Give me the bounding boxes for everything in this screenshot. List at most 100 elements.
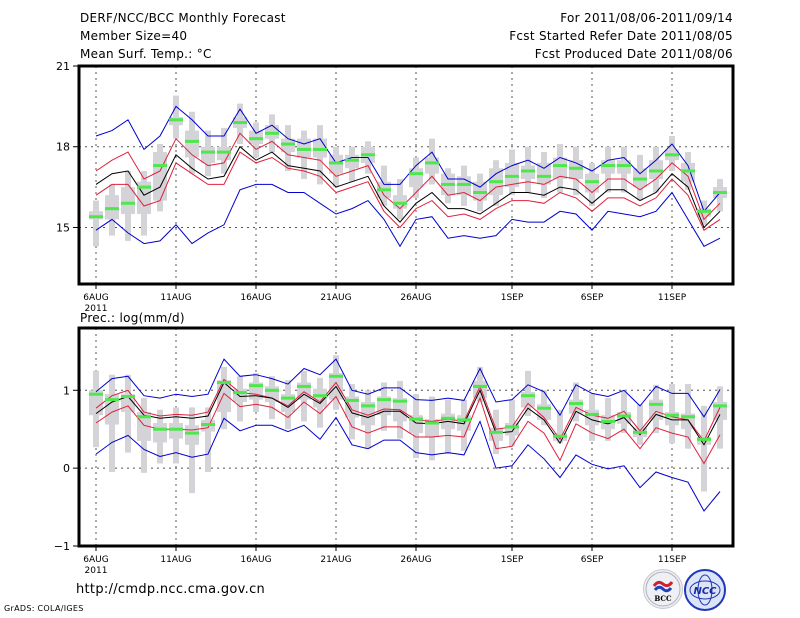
y-tick-label: 15 [56, 221, 70, 234]
median-marker [313, 394, 327, 398]
series-line-lower-inner [95, 151, 721, 231]
median-marker [441, 182, 455, 186]
median-marker [137, 415, 151, 419]
x-tick-year-label: 2011 [85, 566, 108, 576]
source-url-link[interactable]: http://cmdp.ncc.cma.gov.cn [76, 582, 266, 597]
series-line-upper-inner [95, 378, 721, 442]
box-whisker [701, 405, 707, 492]
plot-frame [77, 326, 735, 548]
box-whisker [189, 407, 195, 494]
median-marker [345, 398, 359, 402]
x-tick-label: 11SEP [658, 555, 687, 565]
box-body [89, 390, 103, 416]
median-marker [521, 394, 535, 398]
median-marker [201, 423, 215, 427]
median-marker [633, 430, 647, 434]
median-marker [377, 398, 391, 402]
median-marker [185, 431, 199, 435]
median-marker [585, 180, 599, 184]
x-tick-label: 6AUG [83, 293, 108, 303]
median-marker [329, 374, 343, 378]
x-tick-label: 1SEP [501, 555, 524, 565]
median-marker [441, 416, 455, 420]
box-body [185, 425, 199, 445]
median-marker [105, 398, 119, 402]
temperature-panel: 15 18 21 6AUG 11AUG 16AUG 21AUG 26AUG 1SEP 6SEP 11… [56, 60, 735, 314]
median-marker [153, 164, 167, 168]
top-variable-label: Mean Surf. Temp.: °C [80, 47, 212, 61]
x-tick-label: 11AUG [160, 293, 191, 303]
median-marker [153, 427, 167, 431]
y-tick-label: 21 [56, 60, 70, 73]
x-tick-label: 1SEP [501, 293, 524, 303]
y-tick-label: 0 [63, 462, 70, 475]
median-marker [489, 180, 503, 184]
box-whisker [173, 95, 179, 139]
median-marker [713, 404, 727, 408]
series-line-upper-bound [95, 105, 721, 213]
median-marker [393, 399, 407, 403]
median-marker [553, 164, 567, 168]
ncc-logo-text: NCC [693, 586, 717, 597]
median-marker [457, 182, 471, 186]
series-line-ensemble-mean [95, 381, 721, 446]
median-marker [121, 395, 135, 399]
median-marker [633, 177, 647, 181]
box-body [553, 157, 567, 180]
median-marker [265, 388, 279, 392]
median-marker [569, 402, 583, 406]
box-body [201, 146, 215, 163]
median-marker [505, 174, 519, 178]
series-line-ensemble-mean [95, 145, 721, 229]
box-body [121, 187, 135, 215]
box-body [169, 422, 183, 439]
box-body [265, 386, 279, 402]
median-marker [393, 201, 407, 205]
box-body [537, 162, 551, 185]
x-tick-label: 6SEP [581, 293, 604, 303]
median-marker [89, 215, 103, 219]
median-marker [249, 384, 263, 388]
bcc-logo: BCC [643, 569, 683, 609]
y-tick-label: −1 [54, 540, 70, 553]
median-marker [377, 188, 391, 192]
median-marker [105, 207, 119, 211]
median-marker [281, 396, 295, 400]
median-marker [265, 131, 279, 135]
median-marker [457, 418, 471, 422]
series-line-lower-bound [95, 416, 721, 512]
median-marker [665, 153, 679, 157]
box-body [233, 388, 247, 402]
median-marker [601, 419, 615, 423]
x-tick-label: 11AUG [160, 555, 191, 565]
y-tick-label: 18 [56, 141, 70, 154]
bcc-logo-icon: BCC [645, 571, 681, 607]
box-whisker [557, 409, 563, 444]
median-marker [249, 137, 263, 141]
median-marker [281, 142, 295, 146]
box-body [313, 388, 327, 408]
median-marker [425, 161, 439, 165]
median-marker [697, 209, 711, 213]
x-tick-label: 11SEP [658, 293, 687, 303]
box-whisker [637, 404, 643, 445]
series-line-lower-inner [95, 392, 721, 465]
plot-frame [77, 64, 735, 286]
x-tick-label: 21AUG [320, 293, 351, 303]
median-marker [697, 437, 711, 441]
series-line-upper-bound [95, 358, 721, 418]
series-line-lower-bound [95, 183, 721, 248]
x-tick-label: 16AUG [240, 293, 271, 303]
median-marker [537, 174, 551, 178]
forecast-produced-date: Fcst Produced Date 2011/08/06 [534, 47, 733, 61]
median-marker [585, 412, 599, 416]
median-marker [617, 414, 631, 418]
x-tick-label: 26AUG [400, 555, 431, 565]
box-whisker [125, 374, 131, 453]
ncc-logo-icon: NCC [689, 574, 721, 606]
x-tick-label: 26AUG [400, 293, 431, 303]
median-marker [217, 150, 231, 154]
x-tick-label: 21AUG [320, 555, 351, 565]
